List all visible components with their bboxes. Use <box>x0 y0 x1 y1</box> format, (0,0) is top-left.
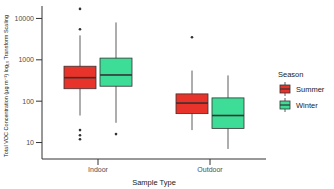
svg-text:Indoor: Indoor <box>88 166 109 173</box>
svg-text:1000: 1000 <box>18 56 34 63</box>
svg-text:10000: 10000 <box>15 15 35 22</box>
svg-text:Sample Type: Sample Type <box>132 178 176 187</box>
svg-text:100: 100 <box>22 98 34 105</box>
html-text:Season: Season <box>278 70 304 79</box>
html-text:Summer: Summer <box>296 84 325 94</box>
svg-text:Outdoor: Outdoor <box>197 166 223 173</box>
svg-text:10: 10 <box>26 139 34 146</box>
html-text:Total VOC Concentration (µg m⁻: Total VOC Concentration (µg m⁻³) log₁₀ T… <box>3 14 9 157</box>
html-text:Winter: Winter <box>296 100 318 110</box>
